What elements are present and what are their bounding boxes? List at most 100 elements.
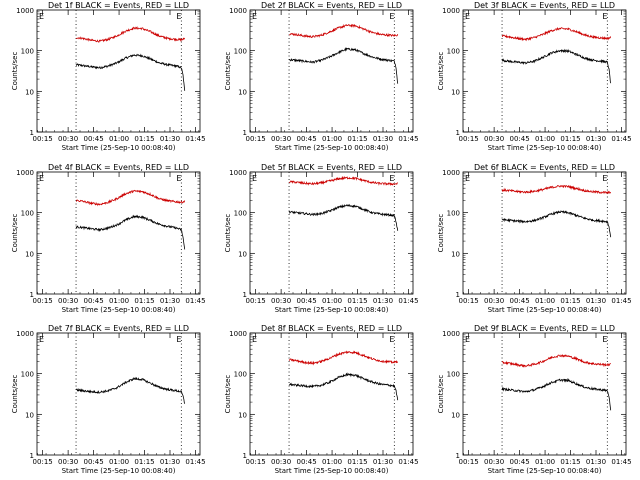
x-tick-label: 01:30 xyxy=(160,135,180,143)
panel-title: Det 8f BLACK = Events, RED = LLD xyxy=(261,324,402,333)
y-tick-label: 10 xyxy=(238,88,247,96)
y-tick-label: 1000 xyxy=(16,7,34,15)
series-events-line xyxy=(501,210,612,238)
x-axis-label: Start Time (25-Sep-10 00:08:40) xyxy=(275,144,389,152)
event-marker-right: E xyxy=(176,335,181,344)
panel-det-2: Det 2f BLACK = Events, RED = LLD 1 10 100 10… xyxy=(224,1,419,152)
event-marker-right: E xyxy=(389,174,394,183)
x-tick-label: 00:15 xyxy=(33,135,53,143)
x-tick-label: 01:45 xyxy=(185,297,205,305)
event-marker-right: E xyxy=(602,12,607,21)
x-tick-label: 00:45 xyxy=(83,135,103,143)
y-tick-label: 1 xyxy=(243,129,247,137)
y-axis-label: Counts/sec xyxy=(437,214,445,253)
x-tick-label: 00:30 xyxy=(271,135,291,143)
y-axis-label: Counts/sec xyxy=(224,52,232,91)
event-marker-right: E xyxy=(602,174,607,183)
y-tick-label: 1 xyxy=(243,291,247,299)
series-lld-line xyxy=(501,184,612,195)
x-tick-label: 01:30 xyxy=(373,297,393,305)
y-tick-label: 1000 xyxy=(442,7,460,15)
event-marker-left: E xyxy=(465,335,470,344)
plot-frame xyxy=(249,9,414,133)
x-tick-label: 00:30 xyxy=(484,135,504,143)
x-tick-label: 01:00 xyxy=(109,458,129,466)
x-tick-label: 00:15 xyxy=(246,297,266,305)
panel-title: Det 9f BLACK = Events, RED = LLD xyxy=(474,324,615,333)
plot-frame xyxy=(249,171,414,295)
y-axis-label: Counts/sec xyxy=(224,375,232,414)
x-tick-label: 00:30 xyxy=(271,297,291,305)
panel-det-4: Det 4f BLACK = Events, RED = LLD 1 10 100 10… xyxy=(11,163,206,314)
plot-frame xyxy=(462,332,627,456)
x-tick-label: 00:15 xyxy=(246,135,266,143)
x-tick-label: 00:45 xyxy=(509,458,529,466)
x-tick-label: 01:15 xyxy=(134,135,154,143)
x-tick-label: 01:15 xyxy=(134,458,154,466)
x-tick-label: 01:45 xyxy=(611,135,631,143)
y-tick-label: 100 xyxy=(234,210,247,218)
x-axis-label: Start Time (25-Sep-10 00:08:40) xyxy=(62,306,176,314)
x-tick-label: 01:15 xyxy=(347,135,367,143)
y-tick-label: 1000 xyxy=(442,169,460,177)
event-marker-left: E xyxy=(39,174,44,183)
y-tick-label: 10 xyxy=(25,411,34,419)
x-tick-label: 00:15 xyxy=(33,297,53,305)
x-tick-label: 00:30 xyxy=(58,458,78,466)
y-axis-label: Counts/sec xyxy=(11,52,19,91)
x-tick-label: 01:45 xyxy=(185,458,205,466)
panel-title: Det 3f BLACK = Events, RED = LLD xyxy=(474,1,615,10)
event-marker-left: E xyxy=(39,12,44,21)
series-events-line xyxy=(501,48,612,84)
series-events-line xyxy=(288,203,399,231)
y-tick-label: 10 xyxy=(25,250,34,258)
panel-title: Det 4f BLACK = Events, RED = LLD xyxy=(48,163,189,172)
y-tick-label: 100 xyxy=(447,371,460,379)
y-tick-label: 1000 xyxy=(442,330,460,338)
y-axis-label: Counts/sec xyxy=(11,214,19,253)
event-marker-left: E xyxy=(252,12,257,21)
series-lld-line xyxy=(288,350,399,366)
panel-title: Det 2f BLACK = Events, RED = LLD xyxy=(261,1,402,10)
y-tick-label: 10 xyxy=(451,88,460,96)
event-marker-right: E xyxy=(389,335,394,344)
panel-det-1: Det 1f BLACK = Events, RED = LLD 1 10 100 10… xyxy=(11,1,206,152)
panel-det-6: Det 6f BLACK = Events, RED = LLD 1 10 100 10… xyxy=(437,163,632,314)
y-tick-label: 10 xyxy=(238,250,247,258)
event-marker-right: E xyxy=(389,12,394,21)
series-lld-line xyxy=(288,175,398,186)
x-tick-label: 01:15 xyxy=(347,297,367,305)
series-lld-line xyxy=(289,23,399,39)
panel-title: Det 5f BLACK = Events, RED = LLD xyxy=(261,163,402,172)
y-tick-label: 1 xyxy=(456,452,460,460)
y-tick-label: 1 xyxy=(243,452,247,460)
y-tick-label: 1 xyxy=(456,129,460,137)
event-marker-left: E xyxy=(465,174,470,183)
x-tick-label: 01:00 xyxy=(109,135,129,143)
y-tick-label: 1000 xyxy=(229,7,247,15)
y-tick-label: 1000 xyxy=(229,169,247,177)
x-tick-label: 01:45 xyxy=(611,458,631,466)
x-tick-label: 00:30 xyxy=(271,458,291,466)
y-tick-label: 1 xyxy=(30,452,34,460)
x-tick-label: 01:15 xyxy=(560,297,580,305)
x-axis-label: Start Time (25-Sep-10 00:08:40) xyxy=(488,144,602,152)
plot-frame xyxy=(36,332,201,456)
x-tick-label: 00:45 xyxy=(296,135,316,143)
x-tick-label: 00:30 xyxy=(484,458,504,466)
x-tick-label: 01:30 xyxy=(373,135,393,143)
x-tick-label: 01:00 xyxy=(109,297,129,305)
y-tick-label: 100 xyxy=(234,371,247,379)
panel-det-9: Det 9f BLACK = Events, RED = LLD 1 10 100 10… xyxy=(437,324,632,475)
y-tick-label: 1 xyxy=(456,291,460,299)
panel-title: Det 6f BLACK = Events, RED = LLD xyxy=(474,163,615,172)
x-tick-label: 01:00 xyxy=(322,135,342,143)
x-tick-label: 01:15 xyxy=(134,297,154,305)
x-tick-label: 00:45 xyxy=(509,135,529,143)
y-tick-label: 100 xyxy=(234,48,247,56)
x-tick-label: 00:30 xyxy=(484,297,504,305)
series-events-line xyxy=(289,372,399,401)
series-lld-line xyxy=(75,26,186,43)
x-tick-label: 01:45 xyxy=(398,135,418,143)
panel-det-5: Det 5f BLACK = Events, RED = LLD 1 10 100 10… xyxy=(224,163,419,314)
